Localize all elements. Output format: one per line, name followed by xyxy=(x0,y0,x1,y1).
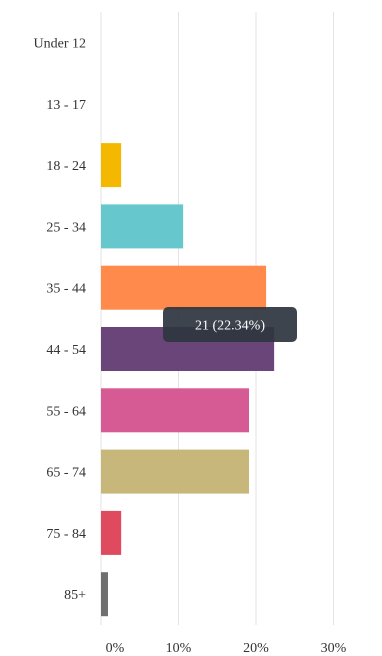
category-label-55-64: 55 - 64 xyxy=(46,404,86,419)
bars xyxy=(101,143,275,617)
bar-65-74[interactable] xyxy=(101,449,250,494)
category-label-under-12: Under 12 xyxy=(34,37,87,52)
category-label-25-34: 25 - 34 xyxy=(46,220,86,235)
bar-85[interactable] xyxy=(101,572,108,617)
x-tick-label-30pct: 30% xyxy=(321,641,347,656)
x-tick-label-20pct: 20% xyxy=(243,641,269,656)
category-label-35-44: 35 - 44 xyxy=(46,282,86,297)
category-label-44-54: 44 - 54 xyxy=(46,343,86,358)
bar-25-34[interactable] xyxy=(101,204,184,249)
tooltip-box xyxy=(163,307,297,342)
bar-55-64[interactable] xyxy=(101,388,250,433)
bar-35-44[interactable] xyxy=(101,265,267,310)
category-label-75-84: 75 - 84 xyxy=(46,527,86,542)
bar-tooltip: 21 (22.34%) xyxy=(163,307,297,342)
category-labels: Under 12 13 - 17 18 - 24 25 - 34 35 - 44 44 -… xyxy=(34,37,87,604)
category-label-65-74: 65 - 74 xyxy=(46,466,86,481)
category-label-18-24: 18 - 24 xyxy=(46,159,86,174)
x-tick-label-10pct: 10% xyxy=(166,641,192,656)
bar-75-84[interactable] xyxy=(101,510,122,555)
category-label-85: 85+ xyxy=(64,588,86,603)
tooltip-label: 21 (22.34%) xyxy=(195,319,265,334)
bar-18-24[interactable] xyxy=(101,143,122,188)
category-label-13-17: 13 - 17 xyxy=(46,98,86,113)
x-tick-label-0pct: 0% xyxy=(106,641,125,656)
x-axis-ticks: 0% 10% 20% 30% xyxy=(106,641,347,656)
